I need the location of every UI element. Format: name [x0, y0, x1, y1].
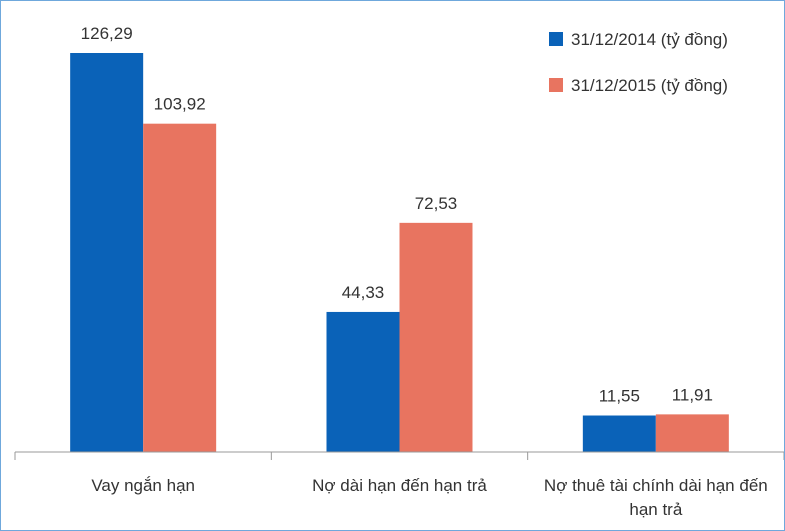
value-label: 103,92 [154, 95, 206, 114]
bar [70, 53, 144, 452]
x-tick-label: Nợ thuê tài chính dài hạn đến hạn trả [543, 476, 768, 519]
value-label: 44,33 [342, 283, 385, 302]
bar [399, 222, 473, 452]
bar [143, 123, 217, 453]
bar [582, 415, 656, 452]
x-tick-label: Vay ngắn hạn [91, 476, 195, 495]
legend-label: 31/12/2015 (tỷ đồng) [571, 76, 728, 95]
value-label: 126,29 [81, 24, 133, 43]
legend-label: 31/12/2014 (tỷ đồng) [571, 30, 728, 49]
bar [326, 311, 400, 452]
x-tick-label: Nợ dài hạn đến hạn trả [312, 476, 487, 495]
legend-swatch [549, 78, 563, 92]
legend-swatch [549, 32, 563, 46]
value-label: 11,91 [672, 385, 713, 404]
value-label: 72,53 [415, 194, 458, 213]
value-label: 11,55 [599, 387, 640, 406]
bar [655, 414, 729, 452]
